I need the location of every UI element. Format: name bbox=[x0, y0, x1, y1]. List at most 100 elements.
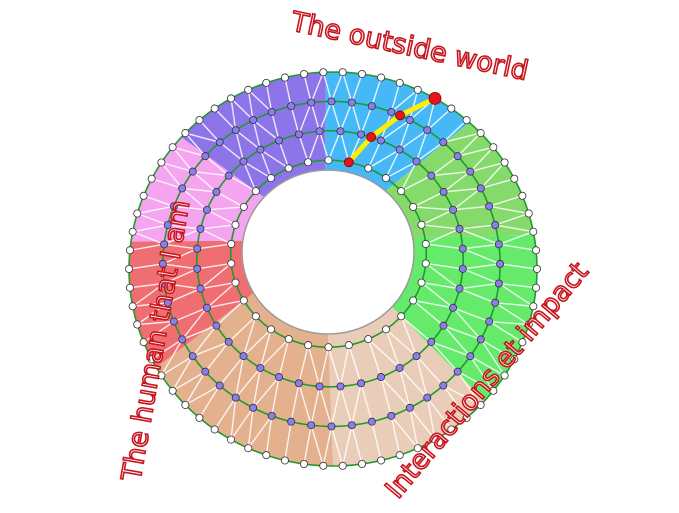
mesh-edge bbox=[162, 263, 198, 270]
mesh-edge bbox=[198, 385, 221, 419]
mesh-edge bbox=[298, 134, 309, 163]
mesh-edge bbox=[128, 263, 164, 270]
mesh-edge bbox=[409, 89, 419, 121]
mesh-edge bbox=[307, 344, 321, 387]
inner-node bbox=[202, 205, 211, 214]
mesh-edge bbox=[318, 101, 333, 132]
mesh-edge bbox=[425, 262, 463, 270]
inner-node bbox=[267, 107, 276, 116]
mesh-edge bbox=[415, 129, 428, 162]
mesh-edge bbox=[426, 397, 436, 440]
mesh-edge bbox=[442, 385, 468, 419]
boundary-node bbox=[239, 202, 248, 211]
boundary-node bbox=[324, 156, 333, 165]
mesh-edge bbox=[385, 149, 401, 179]
mesh-edge bbox=[459, 228, 500, 245]
mesh-edge bbox=[452, 307, 482, 340]
boundary-node bbox=[430, 435, 439, 444]
boundary-node bbox=[133, 209, 142, 218]
mesh-edge bbox=[416, 141, 444, 163]
inner-node bbox=[405, 116, 414, 125]
inner-node bbox=[169, 317, 178, 326]
mesh-edge bbox=[243, 328, 272, 357]
boundary-node bbox=[358, 459, 367, 468]
inner-node bbox=[294, 379, 303, 388]
boundary-node bbox=[381, 174, 390, 183]
mesh-edge bbox=[310, 386, 321, 426]
mesh-edge bbox=[132, 224, 168, 233]
mesh-edge bbox=[459, 282, 499, 290]
boundary-node bbox=[195, 413, 204, 422]
mesh-edge bbox=[173, 307, 208, 323]
highlight-node bbox=[395, 110, 405, 121]
inner-node bbox=[239, 352, 248, 361]
mesh-edge bbox=[339, 102, 353, 132]
boundary-node bbox=[529, 302, 538, 311]
inner-node bbox=[376, 373, 385, 382]
boundary-node bbox=[364, 164, 373, 173]
boundary-node bbox=[462, 116, 471, 125]
mesh-edge bbox=[173, 205, 208, 211]
boundary-node bbox=[518, 191, 527, 200]
boundary-node bbox=[529, 227, 538, 236]
mesh-edge bbox=[421, 224, 460, 230]
mesh-edge bbox=[259, 149, 272, 179]
mesh-edge bbox=[327, 346, 342, 387]
mesh-edge bbox=[385, 329, 401, 369]
inner-node bbox=[287, 417, 296, 426]
boundary-node bbox=[358, 70, 367, 79]
inner-node bbox=[188, 352, 197, 361]
boundary-node bbox=[338, 461, 347, 470]
mesh-edge bbox=[160, 162, 183, 189]
mesh-edge bbox=[459, 288, 496, 304]
mesh-edge bbox=[500, 263, 538, 270]
mesh-edge bbox=[480, 162, 506, 189]
boundary-node bbox=[244, 85, 253, 94]
mesh-edge bbox=[235, 129, 245, 162]
boundary-node bbox=[304, 158, 313, 167]
mesh-edge bbox=[271, 376, 280, 416]
mesh-edge bbox=[489, 205, 529, 215]
mesh-edge bbox=[298, 102, 312, 135]
mesh-edge bbox=[457, 132, 482, 157]
inner-node bbox=[453, 367, 462, 376]
highlight-path-layer bbox=[343, 91, 442, 168]
inner-node bbox=[275, 373, 284, 382]
boundary-node bbox=[251, 187, 260, 196]
boundary-node bbox=[280, 73, 289, 82]
mesh-edge bbox=[457, 146, 494, 157]
boundary-node bbox=[409, 202, 418, 211]
mesh-edge bbox=[385, 160, 417, 179]
mesh-edge bbox=[164, 282, 201, 290]
inner-node bbox=[267, 411, 276, 420]
boundary-node bbox=[168, 386, 177, 395]
highlight-node bbox=[366, 132, 377, 142]
boundary-node bbox=[395, 451, 404, 460]
mesh-edge bbox=[129, 243, 165, 251]
mesh-edge bbox=[151, 338, 183, 360]
mesh-edge bbox=[462, 243, 499, 250]
mesh-edge bbox=[216, 191, 245, 208]
mesh-edge bbox=[230, 397, 237, 440]
mesh-edge bbox=[259, 338, 290, 369]
mesh-edge bbox=[206, 282, 236, 309]
mesh-edge bbox=[413, 299, 454, 309]
inner-node bbox=[287, 102, 296, 111]
mesh-edge bbox=[462, 268, 500, 285]
inner-node bbox=[439, 187, 448, 196]
ring-1 bbox=[229, 159, 428, 349]
mesh-edge bbox=[298, 383, 312, 426]
inner-node bbox=[494, 279, 503, 288]
mesh-edge bbox=[192, 171, 217, 193]
mesh-edge bbox=[228, 175, 257, 192]
inner-node bbox=[231, 126, 240, 135]
mesh-edge bbox=[480, 339, 506, 376]
mesh-edge bbox=[459, 224, 496, 230]
mesh-edge bbox=[425, 262, 460, 290]
inner-node bbox=[491, 298, 500, 307]
mesh-edge bbox=[252, 119, 262, 150]
inner-node bbox=[458, 264, 467, 273]
mesh-edge bbox=[132, 302, 168, 307]
mesh-edge bbox=[339, 345, 350, 387]
inner-node bbox=[224, 337, 233, 346]
